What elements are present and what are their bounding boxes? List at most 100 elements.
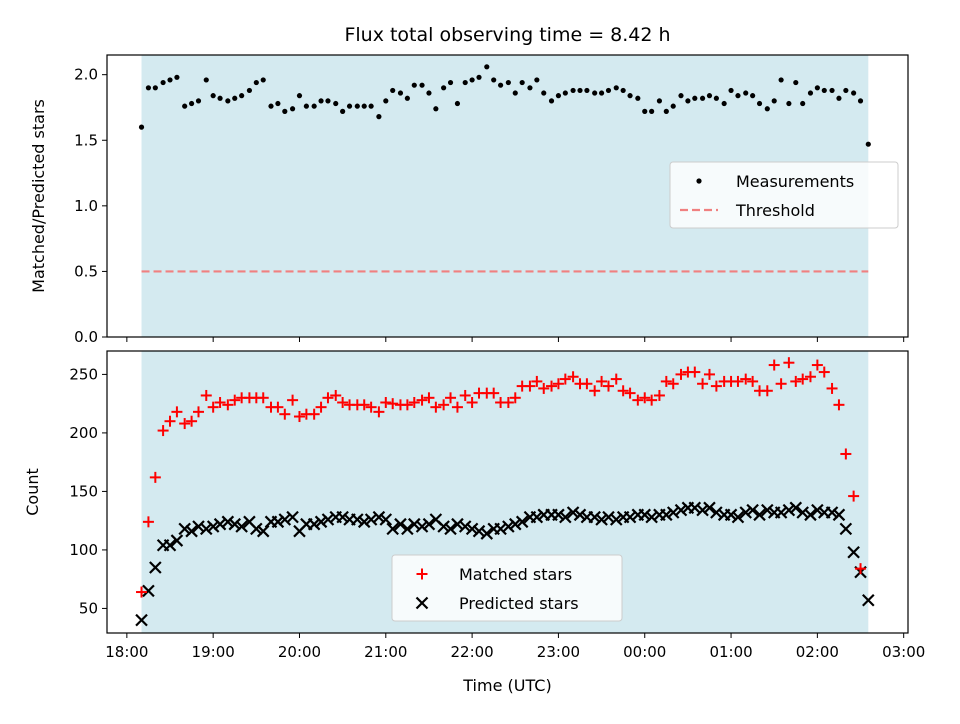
predicted-point [645,510,658,524]
matched-point [768,359,780,371]
measurement-point [857,98,864,104]
x-tick-label: 20:00 [278,643,321,661]
predicted-point [688,501,702,515]
predicted-point [401,522,414,536]
measurement-point [282,108,288,114]
measurement-point [678,93,684,99]
measurement-point [354,103,360,109]
measurement-point [246,87,253,94]
measurement-point [232,95,238,101]
predicted-point [595,513,608,526]
measurement-point [260,77,266,83]
measurement-point [519,79,525,86]
measurement-point [397,90,404,96]
x-tick-label: 18:00 [105,643,148,661]
predicted-point [753,508,766,522]
predicted-point [638,508,652,522]
matched-point [380,396,392,408]
predicted-point [408,517,421,531]
measurement-point [635,95,641,101]
top-panel: 0.0 0.5 1.0 1.5 2.0 Flux total observing tim… [29,24,909,346]
measurement-point [713,95,719,101]
matched-point [322,392,334,404]
measurement-point [592,90,598,96]
predicted-point [415,520,429,533]
matched-point [552,378,564,390]
measurement-point [685,98,691,104]
measurement-point [527,85,533,91]
measurement-point [786,100,792,107]
x-tick-label: 00:00 [623,643,666,661]
measurement-point [383,98,389,104]
matched-point [804,371,816,383]
bottom-y-tick-label: 200 [69,424,98,442]
predicted-point [746,503,759,517]
predicted-point [674,503,688,517]
predicted-point [199,522,213,536]
measurement-point [340,108,346,114]
chart-title: Flux total observing time = 8.42 h [344,24,670,46]
predicted-point [192,520,205,533]
matched-point [531,375,543,387]
matched-point [610,373,622,385]
x-axis-label: Time (UTC) [462,676,551,695]
measurement-point [289,106,296,112]
predicted-point [307,517,321,531]
predicted-point [761,503,774,517]
x-tick-label: 03:00 [882,643,925,661]
matched-point [214,396,226,408]
measurement-point [620,87,626,94]
bottom-y-tick-label: 250 [69,365,98,383]
matched-point [466,396,478,408]
predicted-point [666,506,680,519]
matched-point [157,425,169,437]
matched-point [567,371,579,383]
predicted-point [422,517,436,531]
predicted-point [825,506,839,519]
predicted-point [832,508,846,522]
predicted-point [839,522,853,536]
predicted-point [559,510,572,524]
predicted-point [458,520,472,533]
bottom-panel: 50 100 150 200 250 18:00 19:00 20:00 21:00 22:00… [23,350,925,695]
matched-point [423,392,435,404]
measurement-point [268,103,274,109]
bottom-y-tick-label: 100 [69,541,98,559]
predicted-point [286,510,299,524]
predicted-point [609,513,623,526]
predicted-point [573,508,587,522]
measurement-point [174,74,180,80]
measurement-point [756,100,763,107]
predicted-point [372,510,386,524]
measurement-point [843,87,849,94]
matched-point [848,490,860,502]
predicted-point [314,515,328,529]
matched-point [387,398,399,410]
legend-measurements-marker [696,178,702,184]
matched-point [186,415,198,427]
legend-matched-label: Matched stars [459,565,572,584]
measurement-point [325,98,331,104]
measurement-point [663,108,669,114]
predicted-point [530,510,544,524]
measurement-point [750,93,756,99]
measurement-point [210,93,216,99]
predicted-point [472,524,486,538]
measurement-point [167,77,173,83]
top-y-tick-label: 0.5 [74,262,98,280]
predicted-point [796,506,809,519]
top-y-ticks: 0.0 0.5 1.0 1.5 2.0 [74,66,107,346]
predicted-point [170,534,184,547]
matched-point [660,375,672,387]
measurement-point [735,93,741,99]
predicted-point [357,515,371,529]
predicted-point [278,513,292,526]
matched-point [546,380,558,392]
matched-point [703,368,715,380]
measurement-point [376,114,382,120]
matched-point [430,401,442,413]
legend-predicted-marker [415,596,429,610]
matched-point [272,401,284,413]
predicted-point [142,584,155,598]
matched-point [818,366,830,378]
